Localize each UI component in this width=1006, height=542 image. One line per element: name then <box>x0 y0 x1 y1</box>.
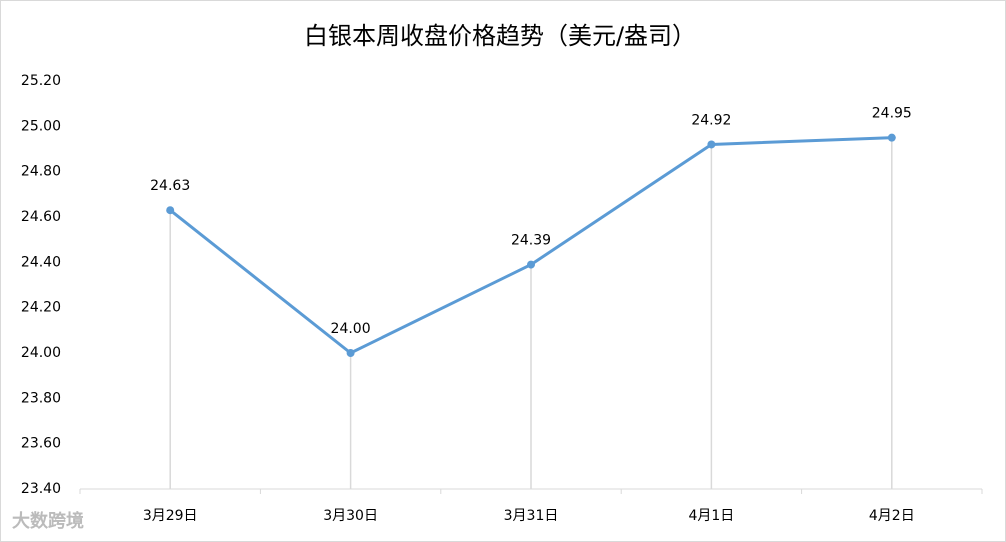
y-tick-label: 24.80 <box>21 164 61 180</box>
y-tick-label: 25.00 <box>21 118 61 134</box>
x-tick-label: 3月30日 <box>323 508 378 524</box>
y-tick-label: 23.60 <box>21 436 61 452</box>
data-label: 24.95 <box>872 106 912 122</box>
point <box>527 260 535 269</box>
y-tick-label: 24.60 <box>21 209 61 225</box>
x-tick-label: 3月29日 <box>143 508 198 524</box>
y-tick-label: 24.20 <box>21 300 61 316</box>
y-tick-label: 25.20 <box>21 73 61 89</box>
data-label: 24.63 <box>150 178 190 194</box>
data-label: 24.92 <box>691 112 731 128</box>
point <box>887 133 896 142</box>
point <box>346 349 355 357</box>
x-tick-label: 3月31日 <box>504 508 559 524</box>
y-tick-label: 24.00 <box>21 345 61 361</box>
y-tick-label: 23.80 <box>21 390 61 406</box>
data-label: 24.39 <box>511 233 551 249</box>
data-label: 24.00 <box>331 321 371 337</box>
chart-title: 白银本周收盘价格趋势（美元/盎司） <box>304 22 696 50</box>
point <box>707 140 716 149</box>
watermark: 大数跨境 <box>12 510 84 532</box>
x-tick-label: 4月1日 <box>688 508 734 524</box>
y-tick-label: 23.40 <box>21 481 61 497</box>
point <box>166 206 175 215</box>
x-tick-label: 4月2日 <box>869 508 915 524</box>
y-tick-label: 24.40 <box>21 254 61 270</box>
